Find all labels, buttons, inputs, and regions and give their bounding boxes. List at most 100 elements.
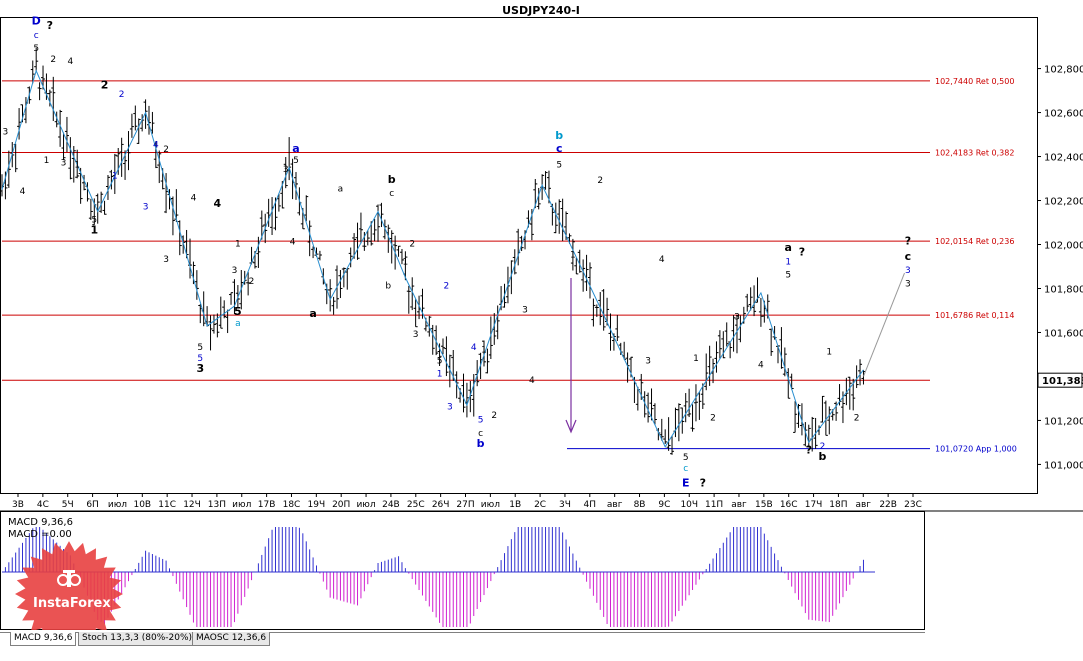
wave-label: 3	[283, 165, 289, 175]
ohlc-bar	[246, 271, 251, 296]
ohlc-bar	[61, 132, 66, 161]
ohlc-bar	[58, 109, 63, 147]
time-tick-label: 9С	[658, 500, 670, 510]
time-tick-label: 10Ч	[680, 500, 698, 510]
wave-label: 2	[854, 413, 860, 423]
wave-label: 5	[556, 161, 562, 171]
ohlc-bar	[17, 108, 22, 140]
wave-label: b	[388, 173, 396, 186]
ohlc-bar	[577, 249, 582, 273]
tab-stoch[interactable]: Stoch 13,3,3 (80%-20%)	[78, 632, 197, 646]
ohlc-bar	[779, 327, 784, 369]
ohlc-bar	[642, 391, 647, 418]
ohlc-bar	[358, 212, 363, 244]
fib-level-label: 102,7440 Ret 0,500	[935, 77, 1014, 86]
time-tick-label: 12Ч	[183, 500, 201, 510]
ohlc-bar	[369, 221, 374, 246]
time-tick-label: 8В	[634, 500, 646, 510]
ohlc-bar	[461, 373, 466, 413]
wave-label: c	[389, 189, 394, 199]
price-tick-label: 102,400	[1044, 153, 1083, 164]
ohlc-bar	[71, 145, 76, 183]
wave-label: 3	[905, 266, 911, 276]
wave-label: 1	[403, 257, 409, 267]
time-tick-label: июл	[108, 500, 127, 510]
macd-value-label: MACD =0.00	[8, 529, 72, 540]
wave-label: c	[556, 142, 563, 155]
time-tick-label: 16С	[780, 500, 798, 510]
wave-label: c	[478, 429, 483, 439]
ohlc-bar	[680, 407, 685, 434]
ohlc-bar	[570, 238, 575, 271]
wave-label: 2	[101, 78, 109, 91]
ohlc-bar	[34, 47, 39, 73]
time-tick-label: 4С	[37, 500, 49, 510]
wave-label: 1	[826, 347, 832, 357]
ohlc-bar	[847, 376, 852, 410]
tab-macd[interactable]: MACD 9,36,6	[10, 632, 77, 646]
ohlc-bar	[68, 137, 73, 180]
ohlc-bar	[177, 220, 182, 256]
ohlc-bar	[858, 359, 863, 386]
ohlc-bar	[625, 352, 630, 383]
wave-label: 3	[143, 202, 149, 212]
price-tick-label: 102,000	[1044, 241, 1083, 252]
tab-maosc[interactable]: MAOSC 12,36,6	[192, 632, 271, 646]
wave-label: b	[819, 450, 827, 463]
ohlc-bar	[601, 289, 606, 331]
macd-label: MACD 9,36,6	[8, 517, 73, 528]
time-tick-label: 5Ч	[62, 500, 74, 510]
ohlc-bar	[82, 174, 87, 191]
wave-label: 4	[290, 238, 296, 248]
wave-label: a	[235, 319, 241, 329]
ohlc-bar	[666, 417, 671, 451]
ohlc-bar	[748, 287, 753, 311]
wave-label: 3	[447, 402, 453, 412]
ohlc-bar	[587, 262, 592, 299]
ohlc-bar	[734, 315, 739, 354]
ohlc-bar	[512, 249, 517, 275]
ohlc-bar	[229, 292, 234, 305]
ohlc-bar	[594, 304, 599, 317]
wave-label: 2	[119, 90, 125, 100]
fib-level-label: 101,6786 Ret 0,114	[935, 311, 1014, 320]
ohlc-bar	[591, 298, 596, 327]
chart-title: USDJPY240-I	[502, 4, 580, 17]
ohlc-bar	[495, 305, 500, 340]
ohlc-bar	[78, 167, 83, 204]
time-tick-label: 20П	[332, 500, 350, 510]
time-tick-label: 23С	[904, 500, 922, 510]
price-axis: 102,800 102,600 102,400 102,200 102,000 101,8…	[1037, 65, 1083, 471]
wave-label: 3	[734, 312, 740, 322]
ohlc-bar	[707, 345, 712, 386]
time-tick-label: 18П	[829, 500, 847, 510]
ohlc-bar	[109, 169, 114, 190]
ohlc-bar	[440, 338, 445, 355]
time-tick-label: 11П	[705, 500, 723, 510]
ohlc-bar	[731, 315, 736, 352]
wave-label: 2	[163, 145, 169, 155]
ohlc-bar	[793, 401, 798, 433]
wave-label: 2	[597, 176, 603, 186]
wave-label: 5	[293, 156, 299, 166]
ohlc-bar	[283, 157, 288, 189]
ohlc-bar	[687, 388, 692, 418]
ohlc-bar	[806, 424, 811, 448]
ohlc-bar	[218, 296, 223, 329]
time-tick-label: 15В	[755, 500, 773, 510]
price-tick-label: 101,800	[1044, 284, 1083, 295]
wave-label: 1	[481, 345, 487, 355]
wave-label: 2	[491, 411, 497, 421]
ohlc-bar	[54, 111, 59, 128]
wave-label: a	[309, 307, 316, 320]
wave-label: 4	[68, 57, 74, 67]
wave-label: 4	[214, 197, 222, 210]
ohlc-bar	[99, 191, 104, 213]
ohlc-bar	[194, 270, 199, 300]
time-tick-label: авг	[855, 500, 871, 510]
ohlc-bar	[259, 210, 264, 240]
wave-label: 5	[437, 356, 443, 366]
ohlc-bar	[546, 170, 551, 204]
ohlc-bar	[365, 230, 370, 246]
